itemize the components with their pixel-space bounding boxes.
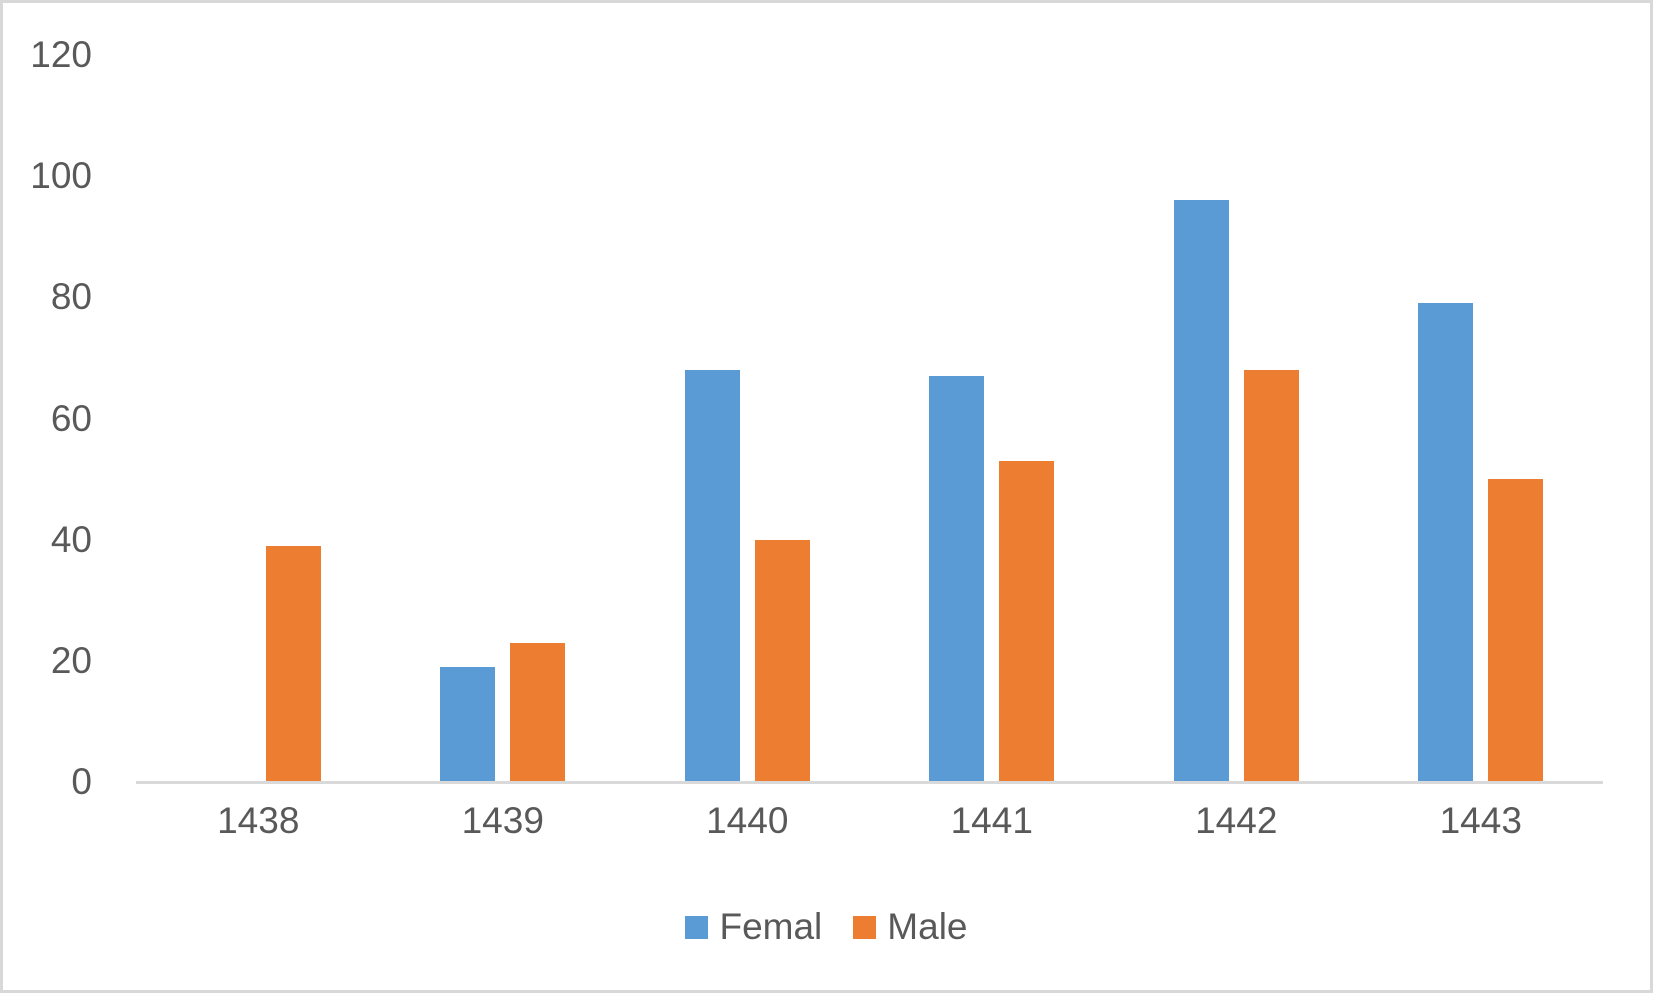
bar-femal-1443: [1418, 303, 1474, 782]
legend-label: Femal: [719, 906, 823, 947]
bar-male-1439: [510, 642, 566, 782]
bar-group-1443: [1359, 55, 1604, 782]
chart-legend: Femal Male: [3, 906, 1650, 948]
bar-male-1441: [999, 460, 1055, 782]
y-tick-label: 40: [50, 518, 92, 560]
y-tick-label: 100: [30, 155, 92, 197]
bar-male-1443: [1488, 479, 1544, 782]
legend-label: Male: [887, 906, 968, 947]
y-tick-label: 20: [50, 639, 92, 681]
bar-group-1442: [1114, 55, 1359, 782]
bar-femal-1440: [684, 370, 740, 782]
x-category-label-1441: 1441: [950, 800, 1033, 841]
bar-male-1442: [1243, 370, 1299, 782]
bar-group-1440: [625, 55, 870, 782]
x-category-label-1438: 1438: [217, 800, 300, 841]
legend-swatch-icon: [685, 915, 709, 939]
bar-group-1438: [136, 55, 381, 782]
x-category-label-1442: 1442: [1195, 800, 1278, 841]
legend-item-male: Male: [853, 906, 968, 948]
bar-group-1441: [870, 55, 1115, 782]
x-category-label-1440: 1440: [706, 800, 789, 841]
bar-male-1438: [265, 545, 321, 782]
bar-femal-1442: [1173, 200, 1229, 782]
legend-swatch-icon: [853, 915, 877, 939]
x-category-label-1439: 1439: [461, 800, 544, 841]
y-tick-label: 120: [30, 34, 92, 75]
legend-item-femal: Femal: [685, 906, 822, 948]
y-tick-label: 60: [50, 397, 92, 439]
y-tick-label: 0: [71, 761, 92, 802]
x-category-label-1443: 1443: [1439, 800, 1522, 841]
bar-femal-1439: [440, 666, 496, 782]
plot-area: [136, 55, 1603, 782]
bar-femal-1441: [929, 376, 985, 782]
bar-male-1440: [754, 539, 810, 782]
bar-group-1439: [381, 55, 626, 782]
x-axis-line: [136, 781, 1603, 784]
y-tick-label: 80: [50, 276, 92, 318]
